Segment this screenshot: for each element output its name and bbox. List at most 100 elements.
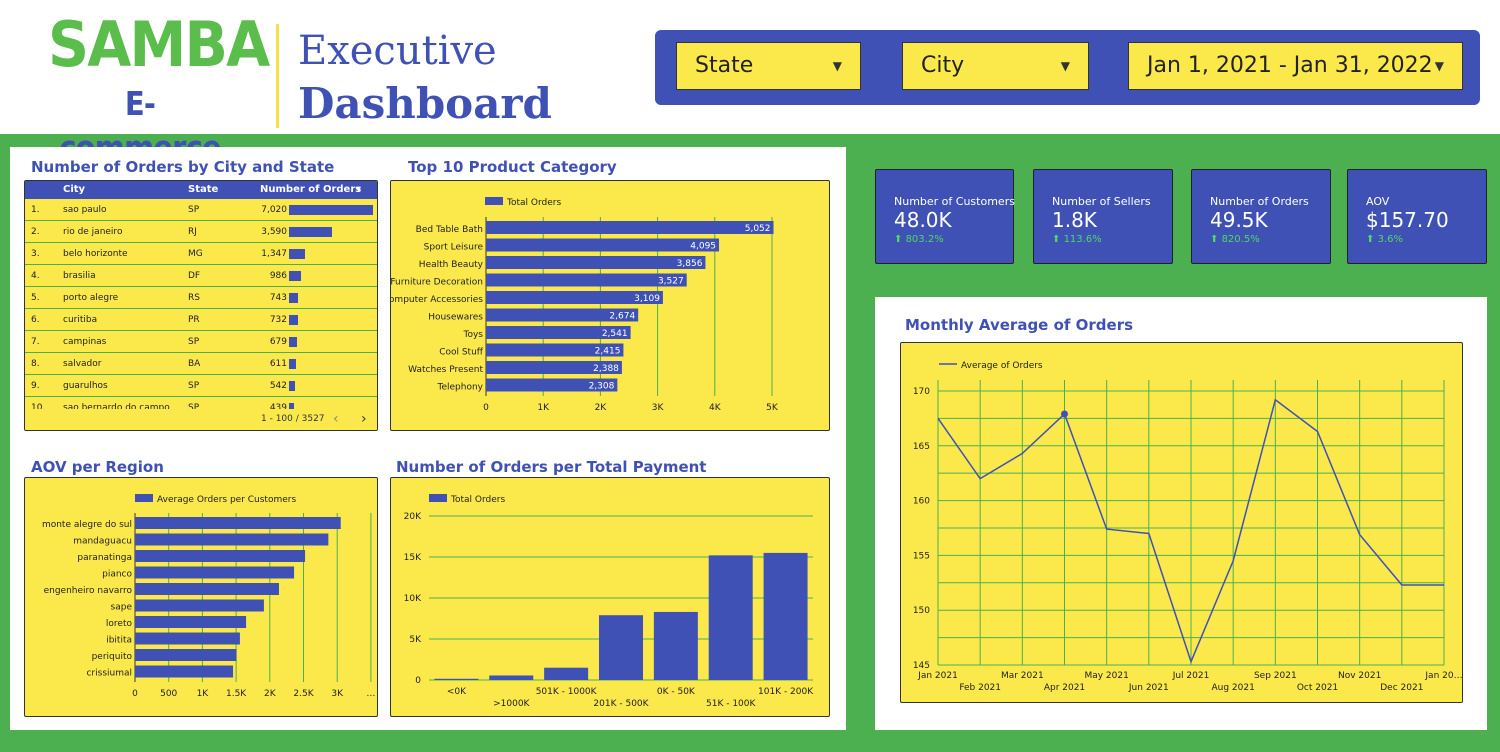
kpi-aov: AOV $157.70 ⬆ 3.6% [1347, 169, 1487, 264]
date-range-picker[interactable]: Jan 1, 2021 - Jan 31, 2022 ▼ [1128, 42, 1463, 90]
orders-bar [289, 293, 298, 303]
cell-state: PR [188, 315, 200, 325]
table-row[interactable]: 8. salvador BA 611 [25, 353, 377, 375]
top-categories-title: Top 10 Product Category [408, 158, 617, 176]
table-row[interactable]: 3. belo horizonte MG 1,347 [25, 243, 377, 265]
city-filter-dropdown[interactable]: City ▼ [902, 42, 1089, 90]
arrow-up-icon: ⬆ [894, 234, 906, 245]
table-row[interactable]: 6. curitiba PR 732 [25, 309, 377, 331]
kpi-sellers: Number of Sellers 1.8K ⬆ 113.6% [1033, 169, 1173, 264]
y-tick-label: 145 [913, 661, 930, 671]
x-tick-label: May 2021 [1084, 671, 1128, 681]
y-tick-label: 5K [409, 635, 422, 645]
col-orders-header[interactable]: Number of Orders [260, 184, 362, 195]
arrow-up-icon: ⬆ [1052, 234, 1064, 245]
kpi-label: Number of Orders [1210, 195, 1309, 208]
table-row[interactable]: 5. porto alegre RS 743 [25, 287, 377, 309]
table-row[interactable]: 2. rio de janeiro RJ 3,590 [25, 221, 377, 243]
x-tick-label: Sep 2021 [1254, 671, 1297, 681]
date-range-label: Jan 1, 2021 - Jan 31, 2022 [1147, 53, 1433, 78]
bar [135, 649, 237, 661]
kpi-value: 48.0K [894, 208, 952, 232]
cell-rank: 4. [31, 271, 40, 281]
bar [486, 291, 663, 304]
cell-city: belo horizonte [63, 249, 128, 259]
state-filter-dropdown[interactable]: State ▼ [676, 42, 861, 90]
col-city-header[interactable]: City [63, 184, 86, 195]
cell-state: RJ [188, 227, 197, 237]
table-row[interactable]: 9. guarulhos SP 542 [25, 375, 377, 397]
cell-rank: 7. [31, 337, 40, 347]
y-tick-label: 0 [415, 676, 421, 686]
cell-orders: 679 [269, 337, 287, 347]
x-tick-label: Jul 2021 [1172, 671, 1210, 681]
chevron-right-icon[interactable]: › [361, 411, 367, 427]
cell-orders: 3,590 [261, 227, 287, 237]
table-footer: 1 - 100 / 3527 ‹ › [25, 409, 377, 430]
orders-bar [289, 359, 296, 369]
x-tick-label: 1.5K [226, 689, 247, 699]
city-table-title: Number of Orders by City and State [31, 158, 335, 176]
category-label: Housewares [428, 313, 483, 323]
table-row[interactable]: 7. campinas SP 679 [25, 331, 377, 353]
cell-state: RS [188, 293, 200, 303]
bar [486, 378, 618, 392]
bar [135, 616, 247, 628]
category-label: crissiumal [86, 669, 132, 679]
cell-rank: 2. [31, 227, 40, 237]
x-tick-label: 0 [132, 689, 138, 699]
kpi-change: ⬆ 3.6% [1366, 234, 1403, 245]
x-tick-label: 1K [197, 689, 210, 699]
kpi-change: ⬆ 113.6% [1052, 234, 1102, 245]
arrow-up-icon: ⬆ [1366, 234, 1378, 245]
cell-rank: 1. [31, 205, 40, 215]
x-tick-label: 0 [483, 403, 489, 413]
cell-rank: 9. [31, 381, 40, 391]
cell-city: guarulhos [63, 381, 108, 391]
legend-label: Total Orders [506, 198, 561, 208]
cell-state: SP [188, 337, 200, 347]
city-filter-label: City [921, 53, 965, 78]
cell-orders: 542 [269, 381, 287, 391]
cell-state: SP [188, 205, 200, 215]
legend-swatch [485, 197, 503, 205]
cell-orders: 986 [269, 271, 287, 281]
x-tick-label: 1K [537, 403, 550, 413]
bar [135, 517, 341, 529]
cell-rank: 8. [31, 359, 40, 369]
bar [486, 343, 624, 357]
category-label: Bed Table Bath [416, 225, 483, 235]
table-row[interactable]: 4. brasilia DF 986 [25, 265, 377, 287]
x-tick-label: 2K [595, 403, 608, 413]
cell-state: BA [188, 359, 201, 369]
category-label: periquito [92, 652, 133, 662]
category-label: sape [111, 603, 133, 613]
orders-bar [289, 249, 305, 259]
legend-label: Average of Orders [961, 361, 1043, 371]
bar [486, 273, 687, 287]
kpi-label: Number of Sellers [1052, 195, 1151, 208]
cell-city: rio de janeiro [63, 227, 123, 237]
right-panel: Monthly Average of Orders Average of Ord… [875, 297, 1487, 730]
table-row[interactable]: 1. sao paulo SP 7,020 [25, 199, 377, 221]
x-tick-label: Jun 2021 [1128, 683, 1169, 693]
x-tick-label: 3K [331, 689, 344, 699]
bar [544, 667, 589, 680]
category-label: Health Beauty [419, 260, 484, 270]
cell-city: sao paulo [63, 205, 107, 215]
y-tick-label: 165 [913, 442, 930, 452]
bar [763, 552, 808, 680]
chevron-left-icon[interactable]: ‹ [333, 411, 339, 427]
orders-bar [289, 205, 373, 215]
orders-bar [289, 381, 295, 391]
col-state-header[interactable]: State [188, 184, 219, 195]
series-line [937, 398, 1444, 664]
bar [135, 599, 264, 612]
x-tick-label: 501K - 1000K [536, 687, 598, 697]
cell-city: porto alegre [63, 293, 119, 303]
x-tick-label: Feb 2021 [959, 683, 1001, 693]
page-title-line2: Dashboard [298, 79, 552, 128]
sort-desc-icon[interactable]: ▾ [356, 184, 362, 195]
left-panel: Number of Orders by City and State City … [10, 147, 846, 730]
kpi-customers: Number of Customers 48.0K ⬆ 803.2% [875, 169, 1015, 264]
